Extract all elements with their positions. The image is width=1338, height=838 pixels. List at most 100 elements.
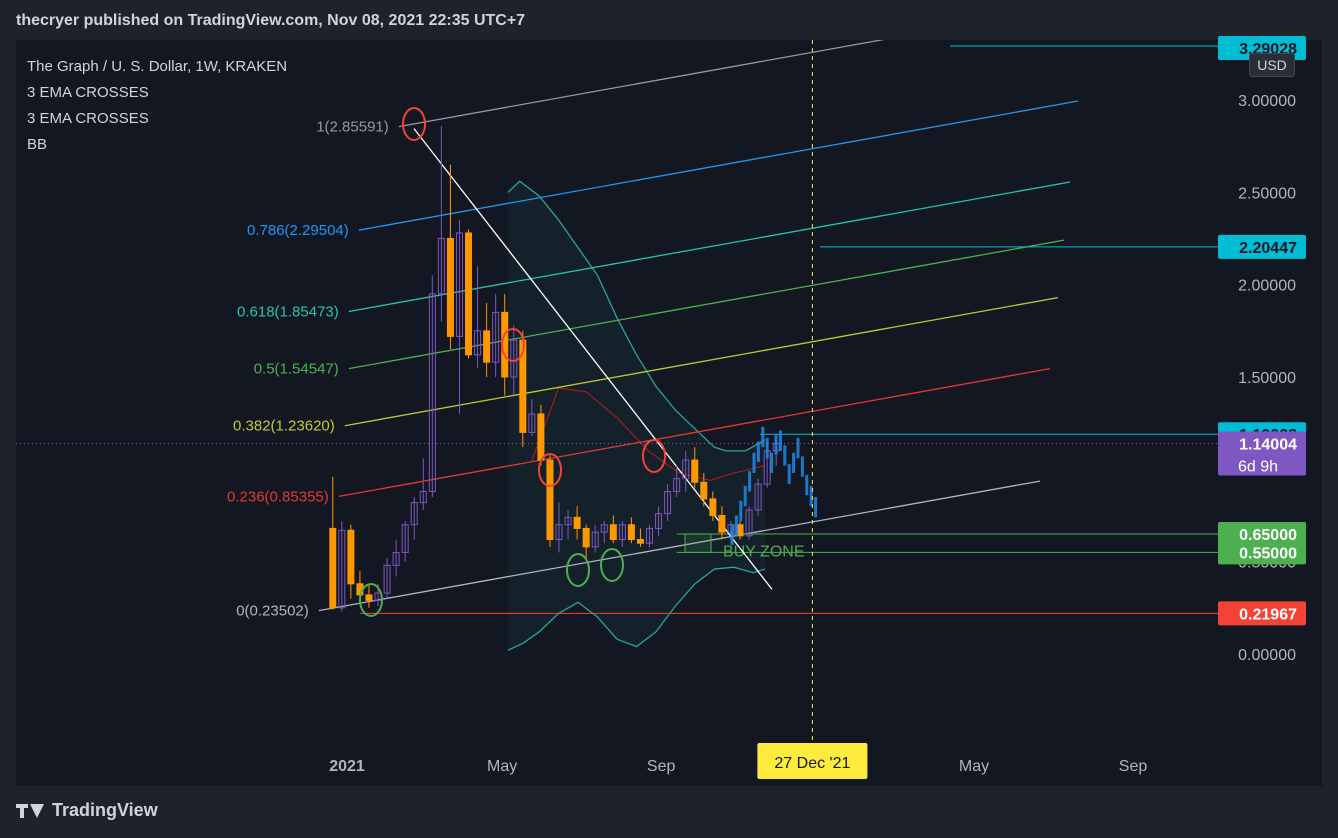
projection-bar: [752, 452, 756, 474]
candle-body: [528, 413, 536, 433]
projection-bar: [770, 452, 774, 474]
projection-bar: [774, 434, 778, 455]
projection-path: [730, 426, 818, 546]
projection-bar: [739, 500, 743, 522]
buy-zone-box: [684, 533, 712, 553]
candle-body: [465, 232, 473, 356]
candle-body: [537, 413, 545, 461]
price-label-box: [1218, 601, 1306, 626]
price-label: 2.20447: [1239, 240, 1297, 257]
candle-body: [591, 531, 599, 548]
projection-bar: [756, 441, 760, 462]
candle-body: [410, 502, 418, 526]
swing-low-marker: [600, 548, 624, 582]
price-label: 0.55000: [1239, 545, 1297, 562]
footer: TradingView: [0, 786, 1338, 838]
legend-indicator-bb[interactable]: BB: [27, 136, 48, 153]
projection-bar: [805, 474, 809, 496]
x-tick-label: May: [487, 758, 517, 775]
candle-body: [636, 539, 644, 544]
candle-body: [564, 516, 572, 526]
candle-body: [483, 330, 491, 363]
projection-bar: [796, 437, 800, 459]
candle-body: [709, 498, 717, 517]
fib-level-line-0: [318, 480, 1041, 612]
x-tick-label: 2021: [329, 758, 365, 775]
fib-level-label: 0.382(1.23620): [233, 418, 335, 435]
fib-level-line-1: [338, 368, 1051, 498]
price-label-box: [1218, 234, 1306, 259]
tradingview-brand[interactable]: TradingView: [16, 800, 158, 821]
candle-body: [618, 524, 626, 541]
swing-low-marker: [566, 553, 590, 587]
candle-body: [510, 339, 518, 378]
projection-bar: [778, 430, 782, 451]
fib-level-label: 1(2.85591): [316, 119, 389, 136]
brand-text: TradingView: [52, 800, 158, 820]
candle-body: [474, 330, 482, 356]
candle-body: [446, 238, 454, 337]
swing-high-marker: [402, 107, 426, 141]
fib-level-label: 0.786(2.29504): [247, 222, 349, 239]
projection-bar: [743, 485, 747, 507]
candle-body: [437, 238, 445, 295]
price-label-box: [1218, 521, 1306, 546]
tradingview-logo-icon: [16, 802, 46, 820]
legend-symbol[interactable]: The Graph / U. S. Dollar, 1W, KRAKEN: [27, 58, 288, 75]
candle-body: [383, 564, 391, 594]
candle-body: [392, 551, 400, 566]
crosshair-date-box: [757, 743, 868, 779]
y-tick-label: 2.00000: [1238, 278, 1296, 295]
bb-upper-band: [507, 180, 766, 452]
projection-bar: [809, 485, 813, 507]
x-tick-label: Sep: [647, 758, 676, 775]
fib-level-label: 0.618(1.85473): [237, 303, 339, 320]
y-tick-label: 1.50000: [1238, 370, 1296, 387]
fib-level-line-2: [344, 296, 1059, 427]
plot-layer: 0(0.23502) 0.236(0.85355) 0.382(1.23620) 0.…: [16, 40, 1218, 745]
candle-body: [338, 529, 346, 609]
legend-indicator-ema-1[interactable]: 3 EMA CROSSES: [27, 84, 149, 101]
projection-bar: [783, 445, 787, 466]
price-countdown: 6d 9h: [1238, 458, 1278, 475]
fib-level-line-5: [358, 100, 1079, 231]
candle-body: [492, 311, 500, 363]
candle-body: [401, 524, 409, 553]
y-tick-label: 0.00000: [1238, 647, 1296, 664]
y-tick-label: 3.00000: [1238, 93, 1296, 110]
candle-body: [754, 483, 762, 511]
projection-bar: [787, 463, 791, 485]
projection-bar: [800, 456, 804, 477]
candle-body: [546, 459, 554, 541]
fib-level-label: 0.5(1.54547): [254, 361, 339, 378]
fib-level-line-6: [398, 40, 885, 128]
crosshair-date-label: 27 Dec '21: [774, 755, 850, 772]
x-tick-label: May: [959, 758, 989, 775]
price-label: 0.21967: [1239, 606, 1297, 623]
currency-chip[interactable]: USD: [1249, 53, 1295, 77]
price-label: 0.65000: [1239, 527, 1297, 544]
projection-bar: [730, 524, 734, 546]
legend-indicator-ema-2[interactable]: 3 EMA CROSSES: [27, 110, 149, 127]
candle-body: [365, 594, 373, 601]
candle-body: [600, 524, 608, 533]
price-label-box: [1218, 431, 1306, 476]
candle-body: [655, 513, 663, 529]
publish-info: thecryer published on TradingView.com, N…: [16, 12, 526, 29]
candle-body: [573, 516, 581, 529]
projection-bar: [765, 437, 769, 459]
price-label-box: [1218, 540, 1306, 565]
projection-bar: [734, 515, 738, 536]
projection-bar: [748, 471, 752, 492]
chart-legend: The Graph / U. S. Dollar, 1W, KRAKEN 3 E…: [27, 54, 287, 158]
candle-body: [664, 490, 672, 515]
projection-bar: [814, 497, 818, 518]
y-tick-label: 2.50000: [1238, 185, 1296, 202]
candle-body: [329, 527, 337, 609]
candle-body: [627, 524, 635, 541]
fib-level-label: 0(0.23502): [236, 603, 309, 620]
chart-pane[interactable]: [16, 40, 1322, 786]
publish-header: thecryer published on TradingView.com, N…: [0, 0, 1338, 40]
candle-body: [673, 478, 681, 492]
